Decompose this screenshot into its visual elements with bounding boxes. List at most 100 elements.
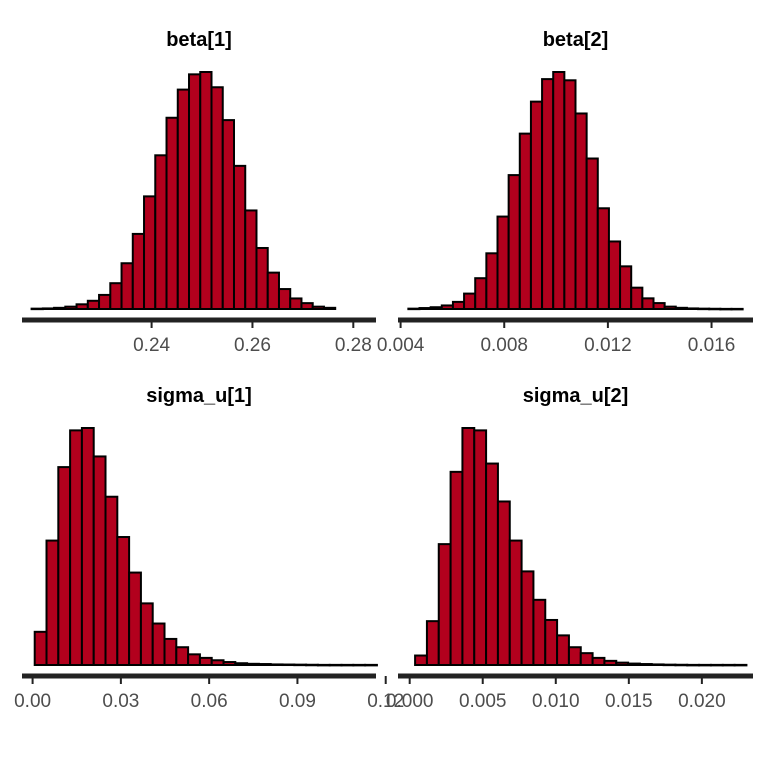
histogram-bar — [638, 663, 653, 667]
histogram-bar — [246, 662, 260, 667]
histogram-bar — [234, 662, 249, 666]
histogram-bar — [708, 307, 722, 311]
x-tick-label: 0.24 — [133, 335, 170, 356]
histogram-bar — [567, 646, 582, 666]
panel-title: sigma_u[2] — [523, 385, 629, 407]
histogram-bar — [473, 429, 488, 666]
histogram-bar — [474, 277, 488, 311]
x-tick-label: 0.012 — [584, 335, 632, 356]
histogram-bar — [281, 663, 296, 667]
histogram-bar — [151, 622, 166, 667]
histogram-bar — [187, 653, 201, 667]
histogram-bar — [496, 215, 510, 311]
histogram-bar — [364, 663, 378, 667]
histogram-bar — [92, 455, 107, 666]
histogram-bar — [674, 663, 689, 667]
histogram-bar — [619, 265, 633, 310]
histogram-bar — [563, 79, 577, 310]
histogram-bar — [352, 663, 367, 667]
histogram-bar — [109, 282, 123, 310]
histogram-bar — [544, 618, 559, 666]
panel-title: beta[2] — [543, 29, 609, 51]
panel-title: sigma_u[1] — [146, 385, 252, 407]
histogram-bar — [266, 271, 280, 311]
histogram-bar — [721, 663, 736, 667]
histogram-bar — [627, 662, 641, 667]
histogram-bar — [607, 240, 622, 310]
histogram-bar — [449, 470, 464, 666]
histogram-bar — [579, 652, 594, 667]
histogram-bar — [719, 307, 733, 311]
x-tick-label: 0.06 — [191, 691, 228, 712]
histogram-bar — [311, 305, 325, 311]
histogram-bar — [80, 427, 95, 666]
histogram-bar — [709, 663, 724, 667]
histogram-bar — [165, 116, 179, 310]
x-tick-label: 0.016 — [688, 335, 736, 356]
histogram-bar — [322, 306, 337, 310]
histogram-bar — [650, 663, 665, 666]
histogram-bar — [585, 157, 599, 310]
histogram-bar — [131, 232, 146, 310]
histogram-bar — [176, 88, 191, 310]
histogram-bar — [463, 292, 477, 311]
panel-title: beta[1] — [166, 29, 232, 51]
histogram-bar — [662, 663, 677, 667]
histogram-bar — [425, 620, 440, 667]
histogram-bar — [641, 297, 655, 310]
histogram-bar — [75, 303, 89, 311]
histogram-bar — [407, 307, 421, 311]
histogram-bar — [98, 293, 112, 311]
histogram-bar — [652, 302, 666, 311]
histogram-bar — [496, 500, 511, 666]
histogram-bar — [697, 307, 711, 311]
histogram-bar — [33, 630, 48, 667]
histogram-bar — [154, 154, 168, 310]
histogram-bar — [508, 539, 523, 667]
histogram-bar — [221, 119, 235, 310]
x-tick-label: 0.09 — [279, 691, 316, 712]
histogram-bar — [520, 570, 535, 667]
histogram-bar — [139, 602, 154, 667]
histogram-bar — [269, 663, 284, 666]
histogram-bar — [86, 299, 101, 311]
histogram-bar — [30, 307, 44, 311]
histogram-bar — [328, 663, 343, 667]
histogram-bar — [300, 302, 314, 311]
histogram-bar — [69, 429, 83, 666]
x-tick-label: 0.005 — [459, 691, 507, 712]
histogram-bar — [414, 654, 428, 667]
histogram-bar — [45, 539, 60, 667]
histogram-bar — [686, 663, 701, 667]
histogram-bar — [674, 306, 688, 311]
histogram-bar — [418, 307, 432, 311]
histogram-bar — [532, 598, 547, 667]
histogram-bar — [255, 246, 269, 310]
x-tick-label: 0.03 — [102, 691, 139, 712]
histogram-bar — [64, 305, 78, 311]
histogram-bar — [440, 304, 454, 311]
panel-3: sigma_u[1] 0.00 0.03 0.06 0.09 0.12 — [14, 385, 404, 712]
histogram-bar — [198, 656, 213, 667]
histogram-bar — [730, 307, 744, 311]
histogram-bar — [630, 286, 644, 311]
histogram-bar — [305, 663, 319, 667]
x-tick-label: 0.12 — [367, 691, 404, 712]
histogram-bar — [574, 112, 588, 310]
x-tick-label: 0.008 — [480, 335, 528, 356]
histogram-bar — [199, 71, 213, 310]
x-tick-label: 0.26 — [234, 335, 271, 356]
histogram-bar — [244, 209, 258, 310]
histogram-bar — [175, 646, 190, 666]
histogram-bar — [429, 306, 443, 311]
histogram-bar — [293, 663, 308, 667]
histogram-bar — [591, 656, 606, 667]
histogram-bar — [485, 252, 499, 310]
histogram-bar — [143, 195, 157, 310]
histogram-bar — [529, 100, 544, 310]
histogram-bar — [596, 207, 610, 310]
histogram-bar — [461, 427, 476, 666]
histogram-bar — [733, 663, 748, 667]
